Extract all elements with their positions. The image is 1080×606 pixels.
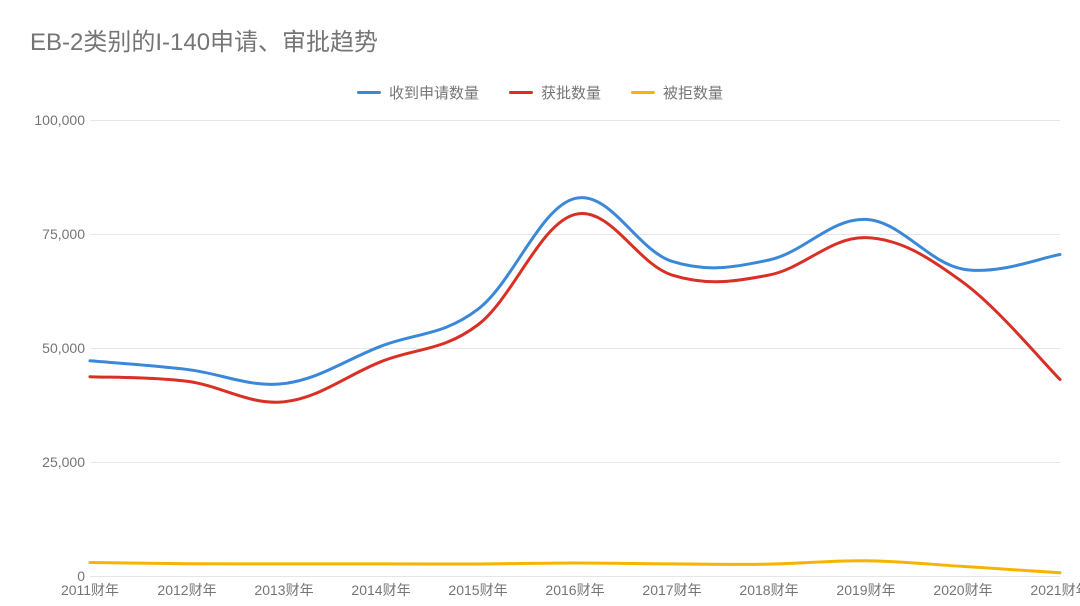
legend-label: 收到申请数量 — [389, 82, 479, 103]
chart-legend: 收到申请数量 获批数量 被拒数量 — [357, 82, 723, 103]
y-axis-labels: 025,00050,00075,000100,000 — [10, 120, 85, 576]
y-tick-label: 100,000 — [34, 112, 85, 128]
legend-label: 被拒数量 — [663, 82, 723, 103]
legend-swatch — [509, 91, 533, 94]
legend-label: 获批数量 — [541, 82, 601, 103]
x-tick-label: 2011财年 — [61, 580, 119, 600]
y-tick-label: 75,000 — [42, 226, 85, 242]
legend-item: 被拒数量 — [631, 82, 723, 103]
x-tick-label: 2016财年 — [545, 580, 604, 600]
x-tick-label: 2020财年 — [933, 580, 992, 600]
legend-swatch — [631, 91, 655, 94]
x-tick-label: 2014财年 — [351, 580, 410, 600]
gridline — [90, 576, 1060, 577]
y-tick-label: 25,000 — [42, 454, 85, 470]
legend-item: 收到申请数量 — [357, 82, 479, 103]
plot-area — [90, 120, 1060, 576]
series-line — [90, 198, 1060, 385]
legend-item: 获批数量 — [509, 82, 601, 103]
x-tick-label: 2015财年 — [448, 580, 507, 600]
legend-swatch — [357, 91, 381, 94]
x-tick-label: 2013财年 — [254, 580, 313, 600]
chart-lines-svg — [90, 120, 1060, 576]
x-tick-label: 2017财年 — [642, 580, 701, 600]
series-line — [90, 561, 1060, 573]
x-tick-label: 2021财年 — [1030, 580, 1080, 600]
x-tick-label: 2019财年 — [836, 580, 895, 600]
x-tick-label: 2018财年 — [739, 580, 798, 600]
chart-title: EB-2类别的I-140申请、审批趋势 — [30, 22, 378, 57]
y-tick-label: 50,000 — [42, 340, 85, 356]
x-tick-label: 2012财年 — [157, 580, 216, 600]
